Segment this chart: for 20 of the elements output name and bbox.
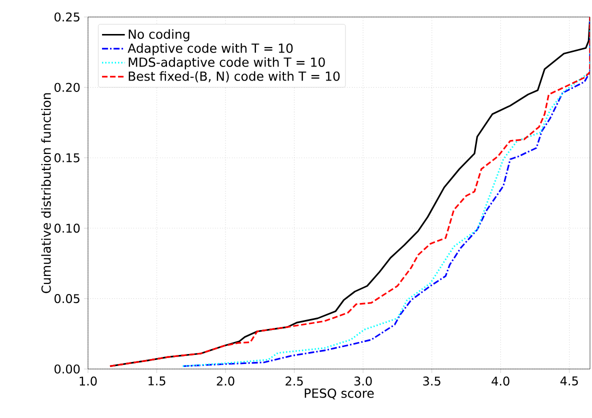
x-axis-title: PESQ score [304, 388, 374, 400]
y-tick-label: 0.10 [54, 224, 80, 233]
legend-label: Adaptive code with T = 10 [128, 43, 293, 56]
x-tick-label: 3.5 [423, 376, 440, 386]
x-tick-label: 3.0 [354, 376, 372, 386]
y-tick-label: 0.15 [54, 153, 80, 162]
y-tick-label: 0.20 [54, 82, 80, 92]
legend-label: Best fixed-(B, N) code with T = 10 [128, 71, 340, 82]
x-tick-label: 2.0 [216, 376, 234, 386]
y-axis-title: Cumulative distribution function [41, 93, 51, 294]
y-tick-label: 0.00 [54, 364, 80, 374]
x-tick-label: 1.0 [80, 376, 97, 386]
legend-label: MDS-adaptive code with T = 10 [128, 57, 325, 70]
y-tick-label: 0.25 [54, 12, 80, 22]
x-tick-label: 1.5 [148, 376, 166, 386]
y-tick-label: 0.05 [54, 294, 80, 304]
x-tick-label: 4.0 [492, 376, 510, 386]
x-tick-label: 2.5 [286, 376, 303, 386]
legend-label: No coding [128, 29, 190, 42]
x-tick-label: 4.5 [560, 376, 578, 386]
